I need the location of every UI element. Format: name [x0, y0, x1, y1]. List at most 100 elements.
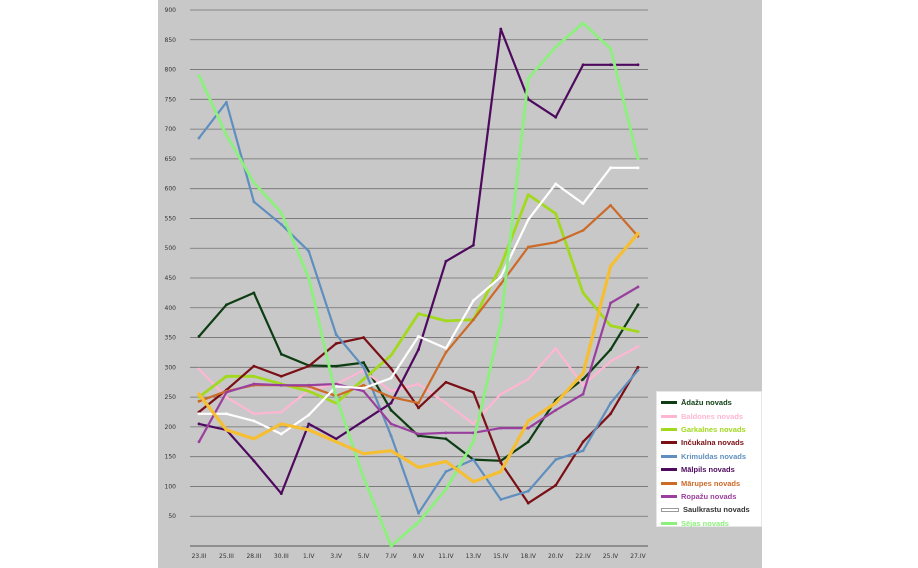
data-point	[526, 245, 530, 249]
legend-label: Baldones novads	[681, 411, 744, 421]
data-point	[554, 115, 558, 119]
legend-swatch	[661, 441, 677, 445]
legend-label: Saulkrastu novads	[683, 505, 750, 515]
data-point	[636, 345, 640, 348]
data-point	[636, 365, 640, 369]
data-point	[389, 422, 393, 426]
data-point	[197, 334, 201, 338]
data-point	[279, 223, 283, 226]
data-point	[609, 203, 612, 207]
legend-item: Mālpils novads	[661, 463, 761, 476]
data-point	[389, 408, 393, 412]
legend-item: Saulkrastu novads	[661, 503, 761, 516]
legend-label: Mālpils novads	[681, 465, 735, 475]
data-point	[307, 389, 311, 393]
data-point	[526, 218, 530, 222]
data-point	[225, 412, 228, 416]
legend-label: Sējas novads	[681, 518, 729, 528]
data-point	[362, 476, 366, 479]
data-point	[581, 202, 585, 205]
data-point	[389, 395, 393, 399]
data-point	[554, 182, 558, 186]
legend-swatch	[661, 507, 679, 512]
data-point	[581, 392, 585, 396]
data-point	[252, 374, 256, 378]
legend-label: Garkalnes novads	[681, 424, 746, 434]
data-point	[609, 348, 612, 351]
data-point	[636, 63, 640, 67]
data-point	[499, 461, 503, 465]
data-point	[279, 374, 283, 378]
series-line-6	[197, 204, 640, 405]
data-point	[334, 364, 338, 368]
data-point	[334, 342, 338, 345]
y-tick-label: 850	[165, 37, 177, 44]
data-point	[252, 412, 256, 416]
data-point	[526, 77, 530, 80]
data-point	[444, 401, 448, 405]
x-tick-label: 7.IV	[385, 553, 397, 560]
data-point	[417, 348, 420, 351]
data-point	[334, 437, 338, 441]
data-point	[307, 422, 311, 426]
y-tick-label: 350	[165, 335, 177, 342]
data-point	[389, 376, 393, 380]
data-point	[526, 419, 530, 423]
x-tick-label: 13.IV	[466, 553, 482, 560]
data-point	[307, 249, 311, 253]
legend-swatch	[661, 401, 677, 405]
data-point	[444, 259, 448, 263]
y-tick-label: 100	[165, 483, 177, 490]
y-tick-label: 150	[165, 454, 177, 461]
y-tick-label: 700	[165, 126, 177, 133]
data-point	[417, 406, 420, 410]
data-point	[197, 399, 201, 403]
data-point	[526, 426, 530, 430]
data-point	[636, 231, 640, 235]
data-point	[499, 282, 503, 286]
y-tick-label: 300	[165, 364, 177, 371]
data-point	[252, 181, 256, 185]
data-point	[636, 285, 640, 289]
data-point	[499, 264, 503, 268]
data-point	[252, 419, 256, 423]
y-tick-label: 800	[165, 67, 177, 74]
data-point	[636, 330, 640, 333]
legend-swatch	[661, 494, 677, 498]
data-point	[362, 365, 366, 369]
legend-swatch	[661, 481, 677, 485]
data-point	[197, 422, 201, 426]
data-point	[362, 377, 366, 381]
data-point	[197, 367, 201, 371]
data-point	[197, 392, 201, 396]
data-point	[581, 21, 585, 25]
data-point	[334, 333, 338, 336]
y-tick-label: 550	[165, 215, 177, 222]
y-tick-label: 250	[165, 394, 177, 401]
data-point	[609, 63, 612, 67]
data-point	[499, 392, 503, 396]
x-tick-label: 11.IV	[438, 553, 454, 560]
data-point	[471, 422, 475, 426]
data-point	[362, 336, 366, 339]
data-point	[225, 395, 228, 399]
data-point	[362, 383, 366, 387]
data-point	[499, 275, 503, 279]
data-point	[362, 452, 366, 456]
data-point	[252, 291, 256, 295]
legend-swatch	[661, 427, 677, 431]
data-point	[581, 377, 585, 381]
data-point	[389, 367, 393, 370]
data-point	[307, 276, 311, 280]
x-tick-label: 25.III	[219, 553, 234, 560]
data-point	[499, 498, 503, 501]
data-point	[526, 440, 530, 444]
data-point	[279, 422, 283, 426]
data-point	[554, 240, 558, 244]
data-point	[471, 440, 475, 444]
data-point	[609, 324, 612, 328]
x-tick-label: 3.IV	[330, 553, 342, 560]
data-point	[362, 389, 366, 393]
data-point	[279, 352, 283, 356]
data-point	[444, 346, 448, 350]
